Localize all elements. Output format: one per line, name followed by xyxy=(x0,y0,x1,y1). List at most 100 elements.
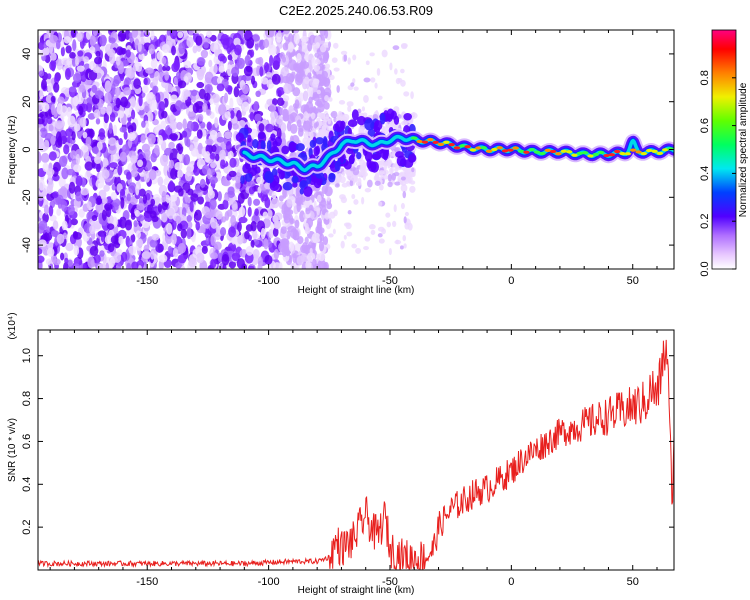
noise-blob xyxy=(155,243,164,253)
noise-blob xyxy=(137,41,142,52)
noise-blob xyxy=(39,88,44,100)
noise-blob xyxy=(286,121,292,132)
ridge-scatter-blob xyxy=(396,155,407,167)
noise-blob xyxy=(357,177,362,186)
noise-blob xyxy=(228,260,237,269)
ridge-peak-mark xyxy=(544,148,551,152)
noise-blob xyxy=(382,126,389,135)
noise-blob xyxy=(145,67,154,74)
noise-blob xyxy=(101,209,107,221)
noise-blob xyxy=(209,98,214,105)
noise-blob xyxy=(171,233,177,245)
ridge-scatter-blob xyxy=(356,151,362,160)
noise-blob xyxy=(120,196,125,209)
noise-blob xyxy=(388,247,392,256)
noise-blob xyxy=(49,34,59,44)
noise-blob xyxy=(135,184,140,196)
noise-blob xyxy=(169,194,178,202)
noise-blob xyxy=(280,226,287,235)
ridge-scatter-blob xyxy=(295,143,305,152)
noise-blob xyxy=(319,30,327,36)
ridge-peak-mark xyxy=(587,154,594,158)
noise-blob xyxy=(156,51,163,61)
noise-blob xyxy=(86,101,93,113)
noise-blob xyxy=(227,242,237,253)
noise-blob xyxy=(255,90,261,98)
noise-blob xyxy=(184,75,189,83)
noise-blob xyxy=(215,210,223,220)
noise-blob xyxy=(228,226,237,238)
noise-blob xyxy=(209,198,217,210)
noise-blob xyxy=(351,194,356,200)
noise-blob xyxy=(135,62,143,73)
noise-blob xyxy=(210,234,216,246)
noise-blob xyxy=(180,228,187,239)
noise-blob xyxy=(115,56,121,66)
ridge-peak-mark xyxy=(448,143,455,147)
noise-blob xyxy=(136,238,144,248)
noise-blob xyxy=(411,167,415,173)
noise-blob xyxy=(230,214,237,227)
noise-blob xyxy=(328,41,332,49)
noise-blob xyxy=(268,103,277,113)
noise-blob xyxy=(38,138,45,150)
noise-blob xyxy=(134,209,141,217)
noise-blob xyxy=(393,106,400,113)
noise-blob xyxy=(105,262,110,269)
noise-blob xyxy=(84,78,92,86)
noise-blob xyxy=(186,227,192,240)
ridge-peak-mark xyxy=(416,139,423,144)
colorbar-tick-label: 0.0 xyxy=(699,261,711,276)
noise-blob xyxy=(112,198,121,207)
noise-blob xyxy=(214,117,219,128)
ridge-peak-mark xyxy=(539,151,546,156)
noise-blob xyxy=(275,115,284,125)
spectrogram-x-ticks: -150 -100 -50 0 50 xyxy=(49,30,658,287)
snr-panel: -150 -100 -50 0 50 0.2 0.4 0.6 0.8 1.0 Height of… xyxy=(7,312,675,596)
ridge-peak-mark xyxy=(630,148,637,152)
noise-blob xyxy=(68,181,76,194)
noise-blob xyxy=(137,159,144,168)
noise-blob xyxy=(318,241,325,252)
noise-blob xyxy=(217,53,226,62)
noise-blob xyxy=(186,138,191,148)
noise-blob xyxy=(87,256,95,269)
noise-blob xyxy=(192,45,198,54)
noise-blob xyxy=(302,120,311,131)
noise-blob xyxy=(143,244,150,253)
noise-blob xyxy=(138,94,143,107)
noise-blob xyxy=(61,220,68,231)
y-tick-label: -40 xyxy=(21,237,33,253)
ridge-scatter-blob xyxy=(257,131,266,140)
noise-blob xyxy=(254,208,259,216)
spectrogram-x-axis-label: Height of straight line (km) xyxy=(298,285,415,296)
noise-blob xyxy=(208,59,213,68)
ridge-peak-mark xyxy=(517,149,525,153)
noise-blob xyxy=(256,65,261,77)
ridge-peak-mark xyxy=(571,153,578,157)
noise-blob xyxy=(331,57,338,63)
noise-blob xyxy=(223,131,233,140)
ridge-peak-mark xyxy=(597,150,605,155)
noise-blob xyxy=(309,247,313,255)
noise-blob xyxy=(42,115,48,127)
noise-blob xyxy=(229,157,237,168)
noise-blob xyxy=(200,223,206,234)
noise-blob xyxy=(332,228,336,235)
noise-blob xyxy=(214,49,220,57)
noise-blob xyxy=(169,30,178,40)
noise-blob xyxy=(294,99,300,109)
noise-blob xyxy=(76,65,85,72)
noise-blob xyxy=(197,196,205,205)
noise-blob xyxy=(170,94,178,102)
noise-blob xyxy=(89,224,96,235)
noise-blob xyxy=(65,45,72,54)
noise-blob xyxy=(72,95,79,107)
noise-blob xyxy=(196,81,205,89)
noise-blob xyxy=(249,111,255,122)
noise-blob xyxy=(376,67,381,76)
noise-blob xyxy=(267,240,273,248)
noise-blob xyxy=(294,63,302,73)
noise-blob xyxy=(349,180,354,187)
noise-blob xyxy=(315,121,319,127)
